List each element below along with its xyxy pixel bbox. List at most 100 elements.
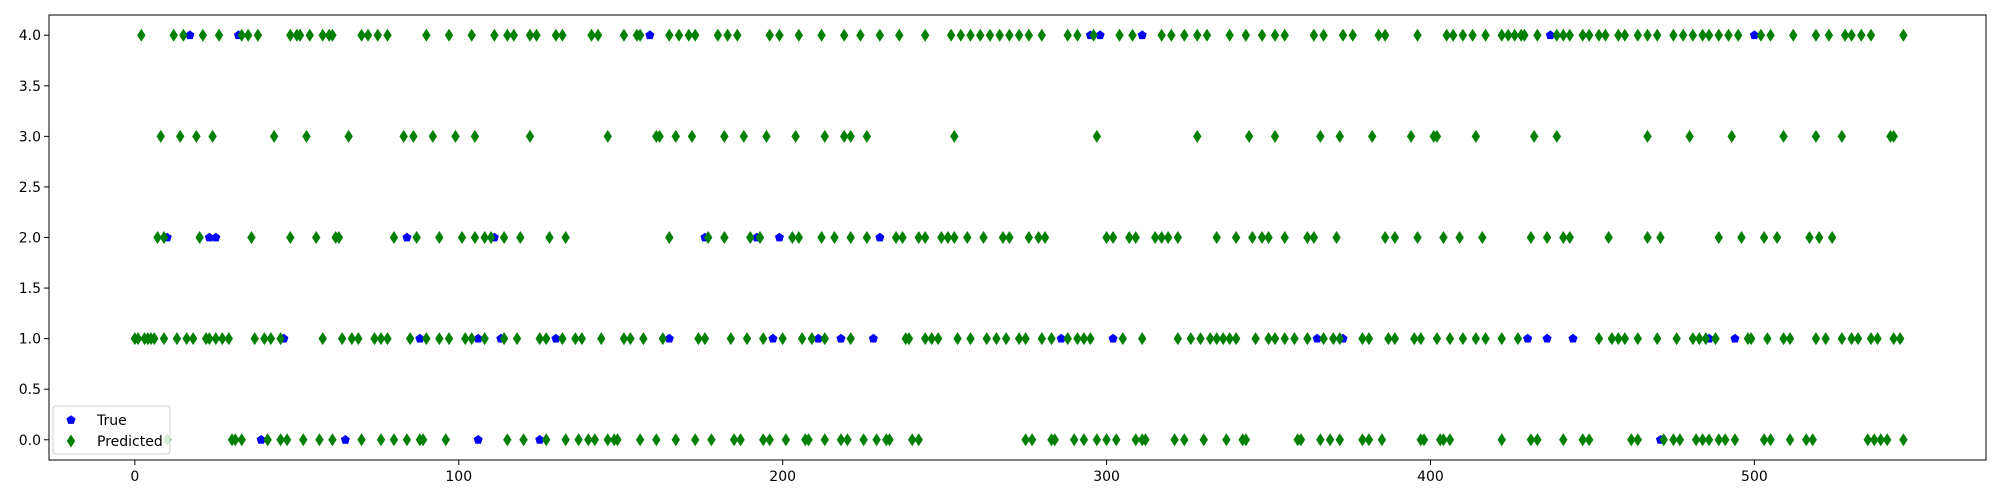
predicted-point — [409, 129, 418, 143]
predicted-point — [587, 28, 596, 42]
predicted-point — [405, 332, 415, 346]
predicted-point — [820, 433, 829, 447]
legend-pentagon-icon — [66, 415, 76, 424]
predicted-point — [1202, 28, 1212, 42]
predicted-point — [516, 231, 525, 244]
predicted-point — [684, 28, 693, 42]
predicted-point — [1001, 332, 1011, 346]
predicted-point — [920, 28, 930, 42]
predicted-point — [885, 433, 894, 447]
predicted-point — [1073, 28, 1082, 42]
x-tick-label: 500 — [1741, 469, 1768, 485]
predicted-point — [1319, 332, 1328, 346]
predicted-point — [759, 433, 768, 447]
predicted-point — [399, 129, 408, 143]
predicted-point — [1270, 28, 1280, 42]
predicted-point — [1601, 28, 1610, 42]
predicted-point — [1309, 28, 1319, 42]
predicted-point — [1021, 433, 1030, 447]
predicted-point — [1024, 28, 1034, 42]
predicted-point — [1889, 332, 1898, 346]
predicted-point — [655, 129, 664, 143]
predicted-point — [389, 231, 399, 244]
predicted-point — [720, 129, 729, 143]
predicted-point — [1688, 332, 1698, 346]
predicted-point — [1711, 332, 1720, 346]
predicted-point — [765, 28, 774, 42]
predicted-point — [499, 231, 509, 244]
predicted-point — [1559, 231, 1568, 244]
predicted-point — [820, 332, 829, 346]
predicted-point — [467, 28, 476, 42]
predicted-point — [237, 28, 246, 42]
predicted-point — [846, 129, 855, 143]
predicted-point — [950, 231, 959, 244]
predicted-point — [995, 28, 1004, 42]
true-point — [551, 333, 561, 343]
predicted-point — [1413, 231, 1422, 244]
predicted-point — [898, 231, 907, 244]
predicted-point — [1759, 433, 1769, 447]
predicted-point — [739, 129, 748, 143]
predicted-point — [1167, 28, 1176, 42]
true-point — [1542, 333, 1552, 343]
predicted-point — [312, 231, 321, 244]
x-tick-label: 100 — [445, 469, 472, 485]
predicted-point — [133, 332, 143, 346]
predicted-point — [1348, 28, 1357, 42]
predicted-point — [1264, 332, 1273, 346]
predicted-point — [872, 433, 881, 447]
predicted-point — [486, 231, 496, 244]
predicted-point — [703, 231, 713, 244]
y-axis: 0.0 0.5 1.0 1.5 2.0 2.5 3.0 3.5 4.0 — [19, 28, 49, 449]
predicted-point — [1497, 28, 1506, 42]
predicted-point — [1212, 231, 1221, 244]
predicted-point — [561, 231, 570, 244]
predicted-point — [1627, 433, 1636, 447]
predicted-point — [503, 28, 512, 42]
predicted-point — [1614, 332, 1623, 346]
predicted-point — [920, 332, 930, 346]
predicted-point — [1552, 28, 1562, 42]
predicted-point — [1811, 28, 1821, 42]
predicted-point — [1338, 28, 1348, 42]
predicted-point — [1704, 28, 1714, 42]
predicted-point — [726, 332, 736, 346]
predicted-point — [269, 129, 279, 143]
predicted-point — [1578, 28, 1587, 42]
predicted-point — [1364, 332, 1374, 346]
predicted-point — [211, 332, 221, 346]
predicted-point — [1005, 231, 1014, 244]
predicted-point — [1170, 433, 1179, 447]
predicted-point — [1021, 332, 1030, 346]
predicted-point — [282, 433, 292, 447]
predicted-point — [1303, 231, 1312, 244]
predicted-point — [328, 28, 337, 42]
predicted-point — [1585, 28, 1594, 42]
predicted-point — [182, 332, 191, 346]
predicted-point — [1763, 332, 1772, 346]
predicted-point — [1290, 332, 1299, 346]
predicted-point — [266, 332, 276, 346]
predicted-point — [1157, 231, 1166, 244]
predicted-point — [1853, 332, 1863, 346]
predicted-point — [1643, 231, 1652, 244]
predicted-point — [1319, 28, 1328, 42]
predicted-point — [1206, 332, 1215, 346]
predicted-point — [1445, 433, 1455, 447]
predicted-point — [1199, 433, 1208, 447]
predicted-point — [1701, 332, 1711, 346]
predicted-point — [1876, 433, 1885, 447]
true-point — [1545, 30, 1555, 40]
predicted-point — [1131, 433, 1140, 447]
predicted-point — [1759, 231, 1769, 244]
predicted-point — [1789, 28, 1798, 42]
predicted-point — [946, 28, 956, 42]
predicted-point — [1180, 28, 1189, 42]
predicted-point — [1280, 332, 1289, 346]
y-tick-label: 3.0 — [19, 129, 41, 145]
predicted-point — [775, 28, 784, 42]
predicted-point — [237, 433, 246, 447]
predicted-point — [950, 129, 959, 143]
predicted-point — [1614, 28, 1623, 42]
